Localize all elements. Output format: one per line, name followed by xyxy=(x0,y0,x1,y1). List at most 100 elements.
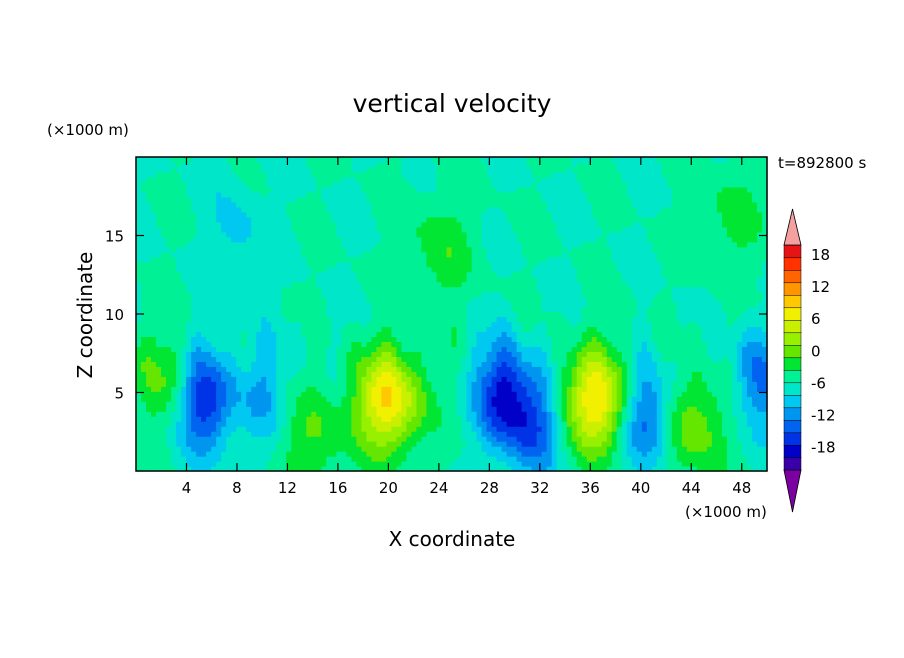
field-cell xyxy=(586,436,593,442)
field-cell xyxy=(181,306,187,313)
field-cell xyxy=(296,451,302,457)
field-cell xyxy=(286,336,292,343)
field-cell xyxy=(666,361,673,367)
field-cell xyxy=(196,461,202,467)
field-cell xyxy=(631,376,638,382)
field-cell xyxy=(541,416,548,422)
field-cell xyxy=(446,336,453,343)
field-cell xyxy=(416,396,423,402)
field-cell xyxy=(521,396,528,402)
field-cell xyxy=(556,426,563,432)
field-cell xyxy=(491,296,498,303)
field-cell xyxy=(416,321,423,328)
field-cell xyxy=(176,281,182,288)
field-cell xyxy=(371,321,377,328)
field-cell xyxy=(526,296,533,303)
field-cell xyxy=(701,326,708,333)
field-cell xyxy=(231,391,237,397)
field-cell xyxy=(146,386,152,392)
field-cell xyxy=(506,401,513,407)
field-cell xyxy=(151,436,157,442)
field-cell xyxy=(476,281,483,288)
field-cell xyxy=(386,451,393,457)
field-cell xyxy=(751,301,758,308)
field-cell xyxy=(586,281,593,288)
field-cell xyxy=(631,396,638,402)
field-cell xyxy=(271,336,277,343)
field-cell xyxy=(201,376,207,382)
field-cell xyxy=(186,376,192,382)
field-cell xyxy=(691,356,698,362)
field-cell xyxy=(631,316,638,323)
field-cell xyxy=(556,411,563,417)
field-cell xyxy=(556,361,563,367)
field-cell xyxy=(261,356,267,362)
field-cell xyxy=(286,346,292,352)
field-cell xyxy=(591,341,598,347)
field-cell xyxy=(716,411,723,417)
field-cell xyxy=(541,321,548,328)
field-cell xyxy=(656,466,663,472)
field-cell xyxy=(441,381,448,387)
field-cell xyxy=(196,446,202,452)
field-cell xyxy=(756,401,763,407)
field-cell xyxy=(296,331,302,338)
field-cell xyxy=(656,351,663,357)
field-cell xyxy=(501,461,508,467)
field-cell xyxy=(146,361,152,367)
field-cell xyxy=(441,301,448,308)
field-cell xyxy=(296,271,302,278)
field-cell xyxy=(246,466,252,472)
field-cell xyxy=(671,316,678,323)
field-cell xyxy=(521,346,528,352)
field-cell xyxy=(536,341,543,347)
field-cell xyxy=(381,346,387,352)
field-cell xyxy=(321,296,327,303)
field-cell xyxy=(441,426,448,432)
field-cell xyxy=(141,436,147,442)
field-cell xyxy=(361,306,367,313)
field-cell xyxy=(606,401,613,407)
field-cell xyxy=(321,276,327,283)
field-cell xyxy=(266,446,272,452)
field-cell xyxy=(431,401,438,407)
field-cell xyxy=(261,276,267,283)
field-cell xyxy=(441,311,448,318)
field-cell xyxy=(386,406,393,412)
field-cell xyxy=(551,441,558,447)
field-cell xyxy=(741,421,748,427)
field-cell xyxy=(281,291,287,298)
field-cell xyxy=(501,316,508,323)
field-cell xyxy=(156,331,162,338)
field-cell xyxy=(596,466,603,472)
field-cell xyxy=(486,386,493,392)
field-cell xyxy=(656,316,663,323)
field-cell xyxy=(296,301,302,308)
field-cell xyxy=(461,301,468,308)
field-cell xyxy=(626,311,633,318)
field-cell xyxy=(541,296,548,303)
field-cell xyxy=(426,341,433,347)
field-cell xyxy=(166,436,172,442)
field-cell xyxy=(181,321,187,328)
field-cell xyxy=(696,411,703,417)
field-cell xyxy=(306,291,312,298)
field-cell xyxy=(416,311,423,318)
field-cell xyxy=(716,401,723,407)
field-cell xyxy=(466,426,473,432)
field-cell xyxy=(681,346,688,352)
field-cell xyxy=(631,336,638,343)
field-cell xyxy=(151,341,157,347)
field-cell xyxy=(671,341,678,347)
field-cell xyxy=(581,386,588,392)
field-cell xyxy=(221,291,227,298)
field-cell xyxy=(696,401,703,407)
field-cell xyxy=(366,401,372,407)
field-cell xyxy=(701,396,708,402)
field-cell xyxy=(306,376,312,382)
field-cell xyxy=(431,271,438,278)
field-cell xyxy=(411,396,418,402)
field-cell xyxy=(591,331,598,338)
field-cell xyxy=(661,281,668,288)
field-cell xyxy=(296,346,302,352)
